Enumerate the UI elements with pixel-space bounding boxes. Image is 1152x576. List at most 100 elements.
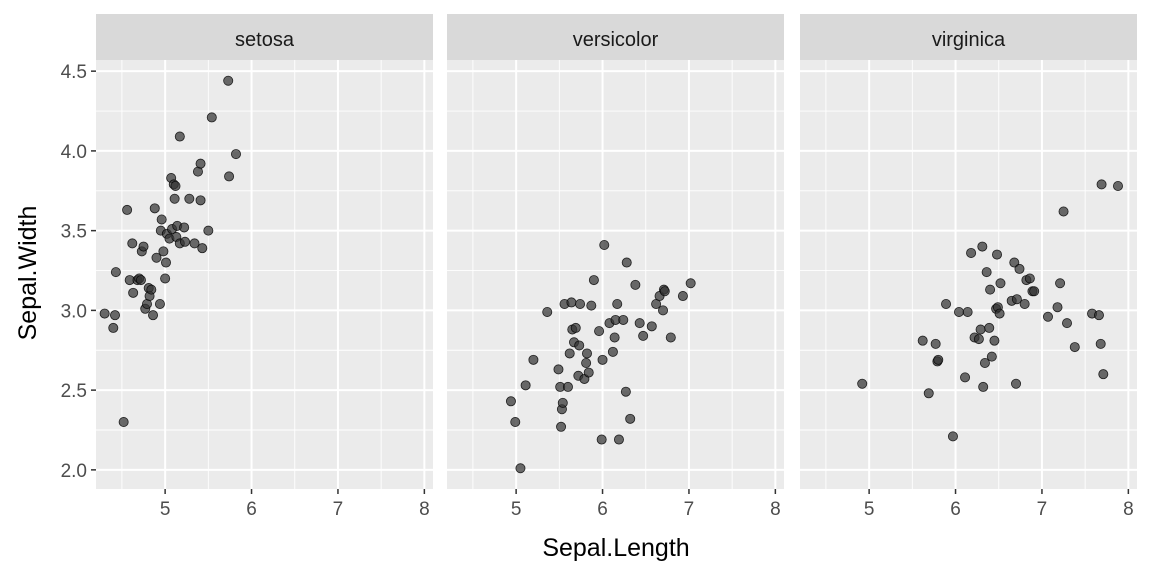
data-point	[992, 249, 1003, 260]
data-point	[659, 286, 670, 297]
data-point	[1029, 286, 1040, 297]
panel-background	[96, 60, 433, 489]
y-tick-label: 4.0	[61, 142, 87, 163]
data-point	[528, 354, 539, 365]
data-point	[979, 358, 990, 369]
data-point	[562, 381, 573, 392]
x-tick-label: 6	[597, 499, 608, 520]
data-point	[677, 291, 688, 302]
facet-strip-label: setosa	[235, 29, 295, 51]
panel-background	[800, 60, 1137, 489]
x-tick-label: 7	[684, 499, 695, 520]
x-tick-label: 7	[333, 499, 344, 520]
data-point	[118, 417, 129, 428]
data-point	[975, 324, 986, 335]
data-point	[230, 149, 241, 160]
data-point	[515, 463, 526, 474]
data-point	[857, 378, 868, 389]
data-point	[930, 338, 941, 349]
data-point	[195, 195, 206, 206]
data-point	[156, 214, 167, 225]
y-tick-label: 3.5	[61, 222, 87, 243]
data-point	[1095, 338, 1106, 349]
data-point	[146, 284, 157, 295]
data-point	[933, 354, 944, 365]
data-point	[1062, 318, 1073, 329]
data-point	[581, 358, 592, 369]
data-point	[621, 257, 632, 268]
data-point	[583, 367, 594, 378]
data-point	[620, 386, 631, 397]
data-point	[158, 246, 169, 257]
data-point	[160, 273, 171, 284]
data-point	[1011, 378, 1022, 389]
facet-strip	[447, 14, 784, 60]
data-point	[520, 380, 531, 391]
data-point	[1042, 311, 1053, 322]
data-point	[994, 308, 1005, 319]
data-point	[638, 330, 649, 341]
data-point	[625, 413, 636, 424]
data-point	[223, 75, 234, 86]
data-point	[630, 279, 641, 290]
data-point	[542, 306, 553, 317]
data-point	[169, 193, 180, 204]
data-point	[953, 306, 964, 317]
data-point	[510, 417, 521, 428]
data-point	[597, 354, 608, 365]
data-point	[575, 299, 586, 310]
data-point	[646, 321, 657, 332]
data-point	[977, 241, 988, 252]
data-point	[917, 335, 928, 346]
data-point	[1098, 369, 1109, 380]
data-point	[206, 112, 217, 123]
x-tick-label: 5	[864, 499, 875, 520]
data-point	[566, 297, 577, 308]
data-point	[986, 351, 997, 362]
y-tick-label: 2.5	[61, 381, 87, 402]
y-tick-label: 4.5	[61, 62, 87, 83]
facet-panels: setosa 5 6 7 8 versicolor 5 6 7 8 virginica 5 6 7 8	[96, 14, 1137, 520]
x-tick-label: 5	[160, 499, 171, 520]
data-point	[581, 348, 592, 359]
y-axis: 2.0 2.5 3.0 3.5 4.0 4.5	[61, 62, 96, 482]
data-point	[1019, 299, 1030, 310]
data-point	[151, 252, 162, 263]
data-point	[197, 243, 208, 254]
y-axis-title: Sepal.Width	[14, 206, 42, 341]
data-point	[599, 239, 610, 250]
data-point	[149, 203, 160, 214]
data-point	[1069, 342, 1080, 353]
facet-strip	[800, 14, 1137, 60]
data-point	[127, 238, 138, 249]
data-point	[923, 388, 934, 399]
data-point	[985, 284, 996, 295]
data-point	[99, 308, 110, 319]
data-point	[989, 335, 1000, 346]
facet-strip-label: versicolor	[573, 29, 659, 51]
data-point	[203, 225, 214, 236]
data-point	[618, 314, 629, 325]
data-point	[1112, 180, 1123, 191]
data-point	[170, 180, 181, 191]
data-point	[148, 310, 159, 321]
data-point	[138, 241, 149, 252]
data-point	[973, 334, 984, 345]
data-point	[135, 275, 146, 286]
data-point	[1096, 179, 1107, 190]
data-point	[962, 306, 973, 317]
data-point	[180, 236, 191, 247]
x-tick-label: 6	[246, 499, 257, 520]
data-point	[1055, 278, 1066, 289]
facet-strip-label: virginica	[932, 29, 1006, 51]
data-point	[553, 364, 564, 375]
data-point	[108, 322, 119, 333]
data-point	[634, 318, 645, 329]
data-point	[1014, 263, 1025, 274]
data-point	[978, 381, 989, 392]
data-point	[184, 193, 195, 204]
panel-background	[447, 60, 784, 489]
data-point	[1058, 206, 1069, 217]
x-tick-label: 6	[950, 499, 961, 520]
